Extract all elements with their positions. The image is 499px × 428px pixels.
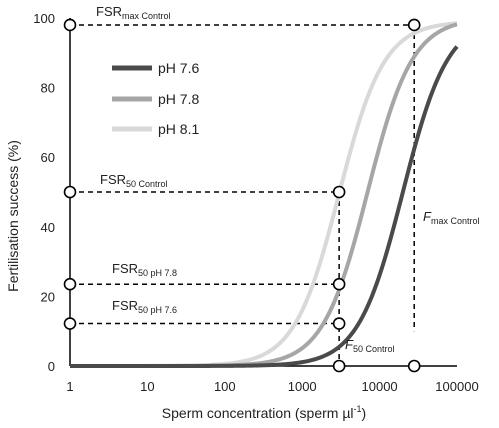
x-tick-label: 1000 — [288, 379, 317, 394]
f50-control-label: F50 Control — [345, 337, 394, 354]
fsr-max-label: FSRmax Control — [96, 4, 171, 21]
marker-circle — [332, 185, 346, 199]
series-curves — [70, 21, 459, 368]
y-tick-label: 20 — [41, 289, 55, 304]
x-axis-title: Sperm concentration (sperm µl-1) — [162, 404, 366, 421]
x-tick-label: 100000 — [435, 379, 478, 394]
y-tick-label: 40 — [41, 220, 55, 235]
legend-label-ph81: pH 8.1 — [158, 121, 199, 137]
y-axis-title: Fertilisation success (%) — [5, 140, 21, 292]
marker-circles — [63, 18, 421, 373]
marker-circle — [332, 277, 346, 291]
legend-label-ph78: pH 7.8 — [158, 91, 199, 107]
y-tick-label: 80 — [41, 81, 55, 96]
y-tick-labels: 0 20 40 60 80 100 — [33, 11, 55, 374]
legend-label-ph76: pH 7.6 — [158, 60, 199, 76]
fsr50-control-label: FSR50 Control — [100, 172, 168, 189]
marker-circle — [63, 185, 77, 199]
x-tick-label: 1 — [66, 379, 73, 394]
series-line — [70, 45, 459, 368]
fsr50-ph78-label: FSR50 pH 7.8 — [112, 261, 177, 278]
x-axis-title-main: Sperm concentration (sperm µl — [162, 405, 354, 421]
x-tick-label: 100 — [214, 379, 236, 394]
marker-circle — [332, 317, 346, 330]
x-axis-title-tail: ) — [362, 405, 367, 421]
marker-circle — [407, 18, 421, 32]
y-tick-label: 100 — [33, 11, 55, 26]
marker-circle — [63, 317, 77, 330]
series-line — [70, 21, 458, 368]
legend: pH 7.6 pH 7.8 pH 8.1 — [112, 60, 199, 137]
marker-circle — [407, 359, 421, 373]
y-tick-label: 60 — [41, 150, 55, 165]
marker-circle — [63, 277, 77, 291]
x-tick-label: 10 — [140, 379, 154, 394]
marker-circle — [332, 359, 346, 373]
fsr50-ph76-label: FSR50 pH 7.6 — [112, 298, 177, 315]
series-line — [70, 22, 458, 368]
marker-circle — [63, 18, 77, 32]
y-tick-label: 0 — [48, 359, 55, 374]
dashed-guides — [70, 24, 415, 366]
x-axis-title-sup: -1 — [354, 404, 362, 414]
fmax-control-label: Fmax Control — [423, 209, 479, 226]
x-tick-labels: 1 10 100 1000 10000 100000 — [66, 379, 478, 394]
x-tick-label: 10000 — [362, 379, 398, 394]
